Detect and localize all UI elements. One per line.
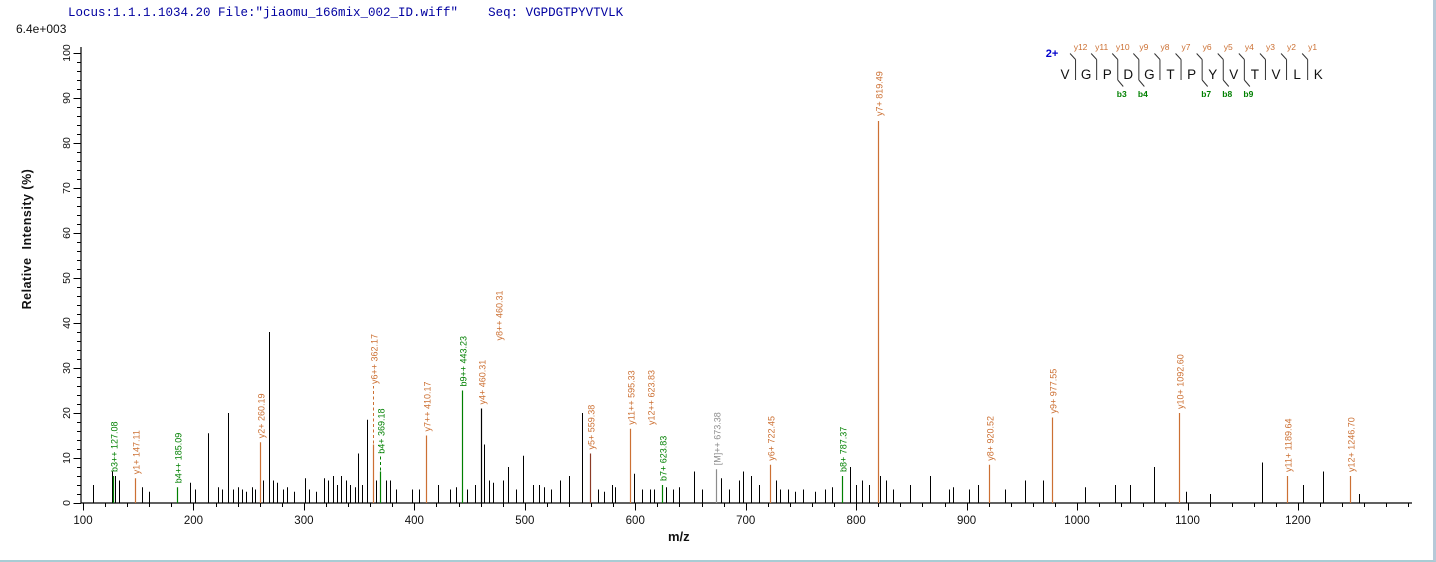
y-tick-label: 40 <box>61 317 73 329</box>
residue-letter: V <box>1060 67 1069 82</box>
y-tick-label: 60 <box>61 227 73 239</box>
y-tick-label: 0 <box>61 500 73 506</box>
peak-label: y9+ 977.55 <box>1049 369 1059 414</box>
fragment-mark <box>1175 53 1182 80</box>
residue-letter: Y <box>1208 67 1217 82</box>
y-ion-label: y6 <box>1203 42 1212 52</box>
fragment-mark <box>1259 53 1266 80</box>
x-tick-label: 300 <box>294 515 313 527</box>
fragment-mark <box>1217 53 1230 87</box>
residue-letter: P <box>1103 67 1112 82</box>
y-tick-label: 20 <box>61 407 73 419</box>
peak-label: y12+ 1246.70 <box>1347 417 1357 472</box>
y-ion-label: y7 <box>1182 42 1191 52</box>
sequence-text: Seq: VGPDGTPYVTVLK <box>488 6 624 20</box>
x-tick-label: 500 <box>515 515 534 527</box>
y-axis-title: Relative Intensity (%) <box>20 168 34 310</box>
x-tick-label: 800 <box>847 515 866 527</box>
axes <box>80 47 1412 504</box>
y-ion-label: y9 <box>1139 42 1148 52</box>
fragment-mark <box>1069 53 1077 80</box>
residue-letter: P <box>1187 67 1196 82</box>
peak-label: y12++ 623.83 <box>647 370 657 425</box>
y-tick-label: 80 <box>61 137 73 149</box>
peak-label: b3++ 127.08 <box>110 421 120 472</box>
x-tick-label: 600 <box>626 515 645 527</box>
fragment-mark <box>1154 53 1161 80</box>
x-tick-label: 700 <box>736 515 755 527</box>
residue-letter: V <box>1271 67 1280 82</box>
x-axis-title: m/z <box>668 529 690 544</box>
b-ion-label: b3 <box>1117 89 1127 99</box>
x-tick-label: 200 <box>184 515 203 527</box>
peak-label: y7+ 819.49 <box>875 71 885 116</box>
x-tick-label: 900 <box>957 515 976 527</box>
x-tick-label: 1000 <box>1064 515 1090 527</box>
y-tick-label: 90 <box>61 92 73 104</box>
y-ion-label: y3 <box>1266 42 1275 52</box>
peak-label: y4+ 460.31 <box>478 360 488 405</box>
residue-letter: T <box>1251 67 1259 82</box>
peak-label: y8++ 460.31 <box>495 290 505 340</box>
peak-label: y2+ 260.19 <box>257 393 267 438</box>
peak-label: b4++ 185.09 <box>174 433 184 484</box>
b-ion-label: b9 <box>1243 89 1253 99</box>
peak-label: y1+ 147.11 <box>132 430 142 474</box>
locus-file-text: Locus:1.1.1.1034.20 File:"jiaomu_166mix_… <box>68 6 459 20</box>
b-ion-label: b8 <box>1222 89 1232 99</box>
b-ion-label: b7 <box>1201 89 1211 99</box>
y-tick-label: 70 <box>61 182 73 194</box>
peak-label: b4+ 369.18 <box>377 408 387 453</box>
x-tick-label: 1100 <box>1175 515 1200 527</box>
x-tick-label: 400 <box>405 515 424 527</box>
peak-label: y6+ 722.45 <box>767 416 777 461</box>
peak-label: y8+ 920.52 <box>986 416 996 461</box>
peak-label: b7+ 623.83 <box>659 436 669 481</box>
y-tick-label: 10 <box>61 452 73 464</box>
y-ion-label: y1 <box>1308 42 1317 52</box>
fragment-mark <box>1090 53 1098 80</box>
y-tick-label: 30 <box>61 362 73 374</box>
y-ion-label: y5 <box>1224 42 1233 52</box>
y-ion-label: y10 <box>1116 42 1130 52</box>
fragment-mark <box>1280 53 1288 80</box>
peak-label: b8+ 787.37 <box>839 427 849 472</box>
precursor-charge: 2+ <box>1046 48 1059 60</box>
fragment-mark <box>1196 53 1209 87</box>
header-line: Locus:1.1.1.1034.20 File:"jiaomu_166mix_… <box>68 6 623 20</box>
residue-letter: K <box>1314 67 1323 82</box>
residue-letter: V <box>1229 67 1238 82</box>
base-peak-intensity: 6.4e+003 <box>16 22 67 36</box>
y-tick-label: 100 <box>61 44 73 62</box>
x-tick-label: 1200 <box>1285 515 1311 527</box>
y-ion-label: y4 <box>1245 42 1254 52</box>
b-ion-label: b4 <box>1138 89 1148 99</box>
y-ion-label: y12 <box>1074 42 1088 52</box>
peak-label: y11++ 595.33 <box>627 370 637 424</box>
residue-letter: D <box>1123 67 1133 82</box>
peak-label: [M]++ 673.38 <box>713 412 723 465</box>
peak-label: y6++ 362.17 <box>370 334 380 384</box>
fragment-mark <box>1238 53 1251 87</box>
peak-label: y7++ 410.17 <box>423 381 433 431</box>
fragment-mark <box>1301 53 1309 80</box>
peak-label: y11+ 1189.64 <box>1284 419 1294 472</box>
fragment-mark <box>1111 53 1124 87</box>
peak-label: b9++ 443.23 <box>459 336 469 387</box>
y-ion-label: y11 <box>1095 42 1108 52</box>
residue-letter: G <box>1081 67 1092 82</box>
fragment-mark <box>1132 53 1145 87</box>
x-tick-label: 100 <box>73 515 92 527</box>
peak-label: y10+ 1092.60 <box>1176 354 1186 409</box>
y-ion-label: y2 <box>1287 42 1296 52</box>
residue-letter: T <box>1166 67 1174 82</box>
y-ion-label: y8 <box>1160 42 1169 52</box>
residue-letter: L <box>1293 67 1301 82</box>
peak-label: y5+ 559.38 <box>587 405 597 450</box>
y-tick-label: 50 <box>61 272 73 284</box>
residue-letter: G <box>1144 67 1155 82</box>
